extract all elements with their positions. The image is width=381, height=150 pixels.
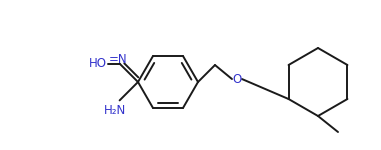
Text: =N: =N — [108, 53, 127, 66]
Text: O: O — [232, 73, 242, 85]
Text: HO: HO — [89, 57, 107, 70]
Text: H₂N: H₂N — [104, 104, 126, 117]
